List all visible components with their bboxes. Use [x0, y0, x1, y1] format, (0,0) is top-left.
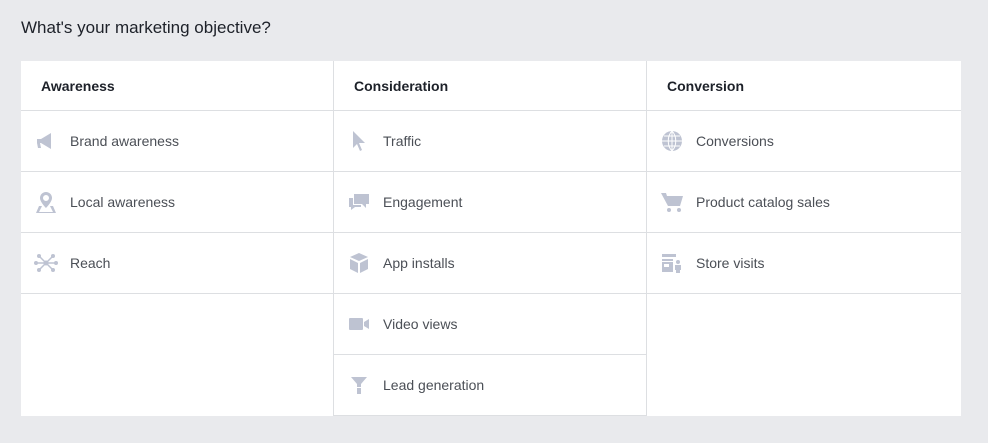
objective-label: Conversions: [696, 133, 774, 149]
box-icon: [350, 253, 368, 273]
objective-label: Local awareness: [70, 194, 176, 210]
video-camera-icon: [349, 318, 369, 330]
globe-icon: [662, 130, 682, 152]
shopping-cart-icon: [661, 193, 683, 212]
objective-conversions[interactable]: Conversions: [647, 111, 961, 172]
column-conversion: Conversion Conversions Product catalog sal…: [647, 61, 961, 416]
objective-traffic[interactable]: Traffic: [334, 111, 646, 172]
column-header: Awareness: [21, 61, 333, 111]
objective-label: Video views: [383, 316, 458, 332]
objective-engagement[interactable]: Engagement: [334, 172, 646, 233]
funnel-icon: [351, 377, 367, 394]
page-title: What's your marketing objective?: [21, 18, 271, 37]
objective-app-installs[interactable]: App installs: [334, 233, 646, 294]
column-consideration: Consideration Traffic Engagement App instal…: [334, 61, 647, 416]
objective-label: Lead generation: [383, 377, 485, 393]
objective-product-catalog-sales[interactable]: Product catalog sales: [647, 172, 961, 233]
map-pin-icon: [36, 192, 56, 213]
objective-local-awareness[interactable]: Local awareness: [21, 172, 333, 233]
column-awareness: Awareness Brand awareness Local awareness R…: [21, 61, 334, 416]
cursor-icon: [353, 131, 365, 151]
megaphone-icon: [37, 133, 51, 149]
store-icon: [662, 254, 681, 273]
chat-bubbles-icon: [349, 194, 369, 210]
column-header: Consideration: [334, 61, 646, 111]
network-icon: [34, 254, 58, 272]
objective-label: Store visits: [696, 255, 765, 271]
objective-lead-generation[interactable]: Lead generation: [334, 355, 646, 416]
objective-video-views[interactable]: Video views: [334, 294, 646, 355]
objective-reach[interactable]: Reach: [21, 233, 333, 294]
objective-label: Product catalog sales: [696, 194, 830, 210]
objective-grid: Awareness Brand awareness Local awareness R…: [21, 61, 961, 416]
objective-store-visits[interactable]: Store visits: [647, 233, 961, 294]
objective-label: Traffic: [383, 133, 422, 149]
objective-label: Reach: [70, 255, 111, 271]
objective-label: App installs: [383, 255, 455, 271]
column-header: Conversion: [647, 61, 961, 111]
objective-label: Brand awareness: [70, 133, 179, 149]
objective-label: Engagement: [383, 194, 463, 210]
objective-brand-awareness[interactable]: Brand awareness: [21, 111, 333, 172]
